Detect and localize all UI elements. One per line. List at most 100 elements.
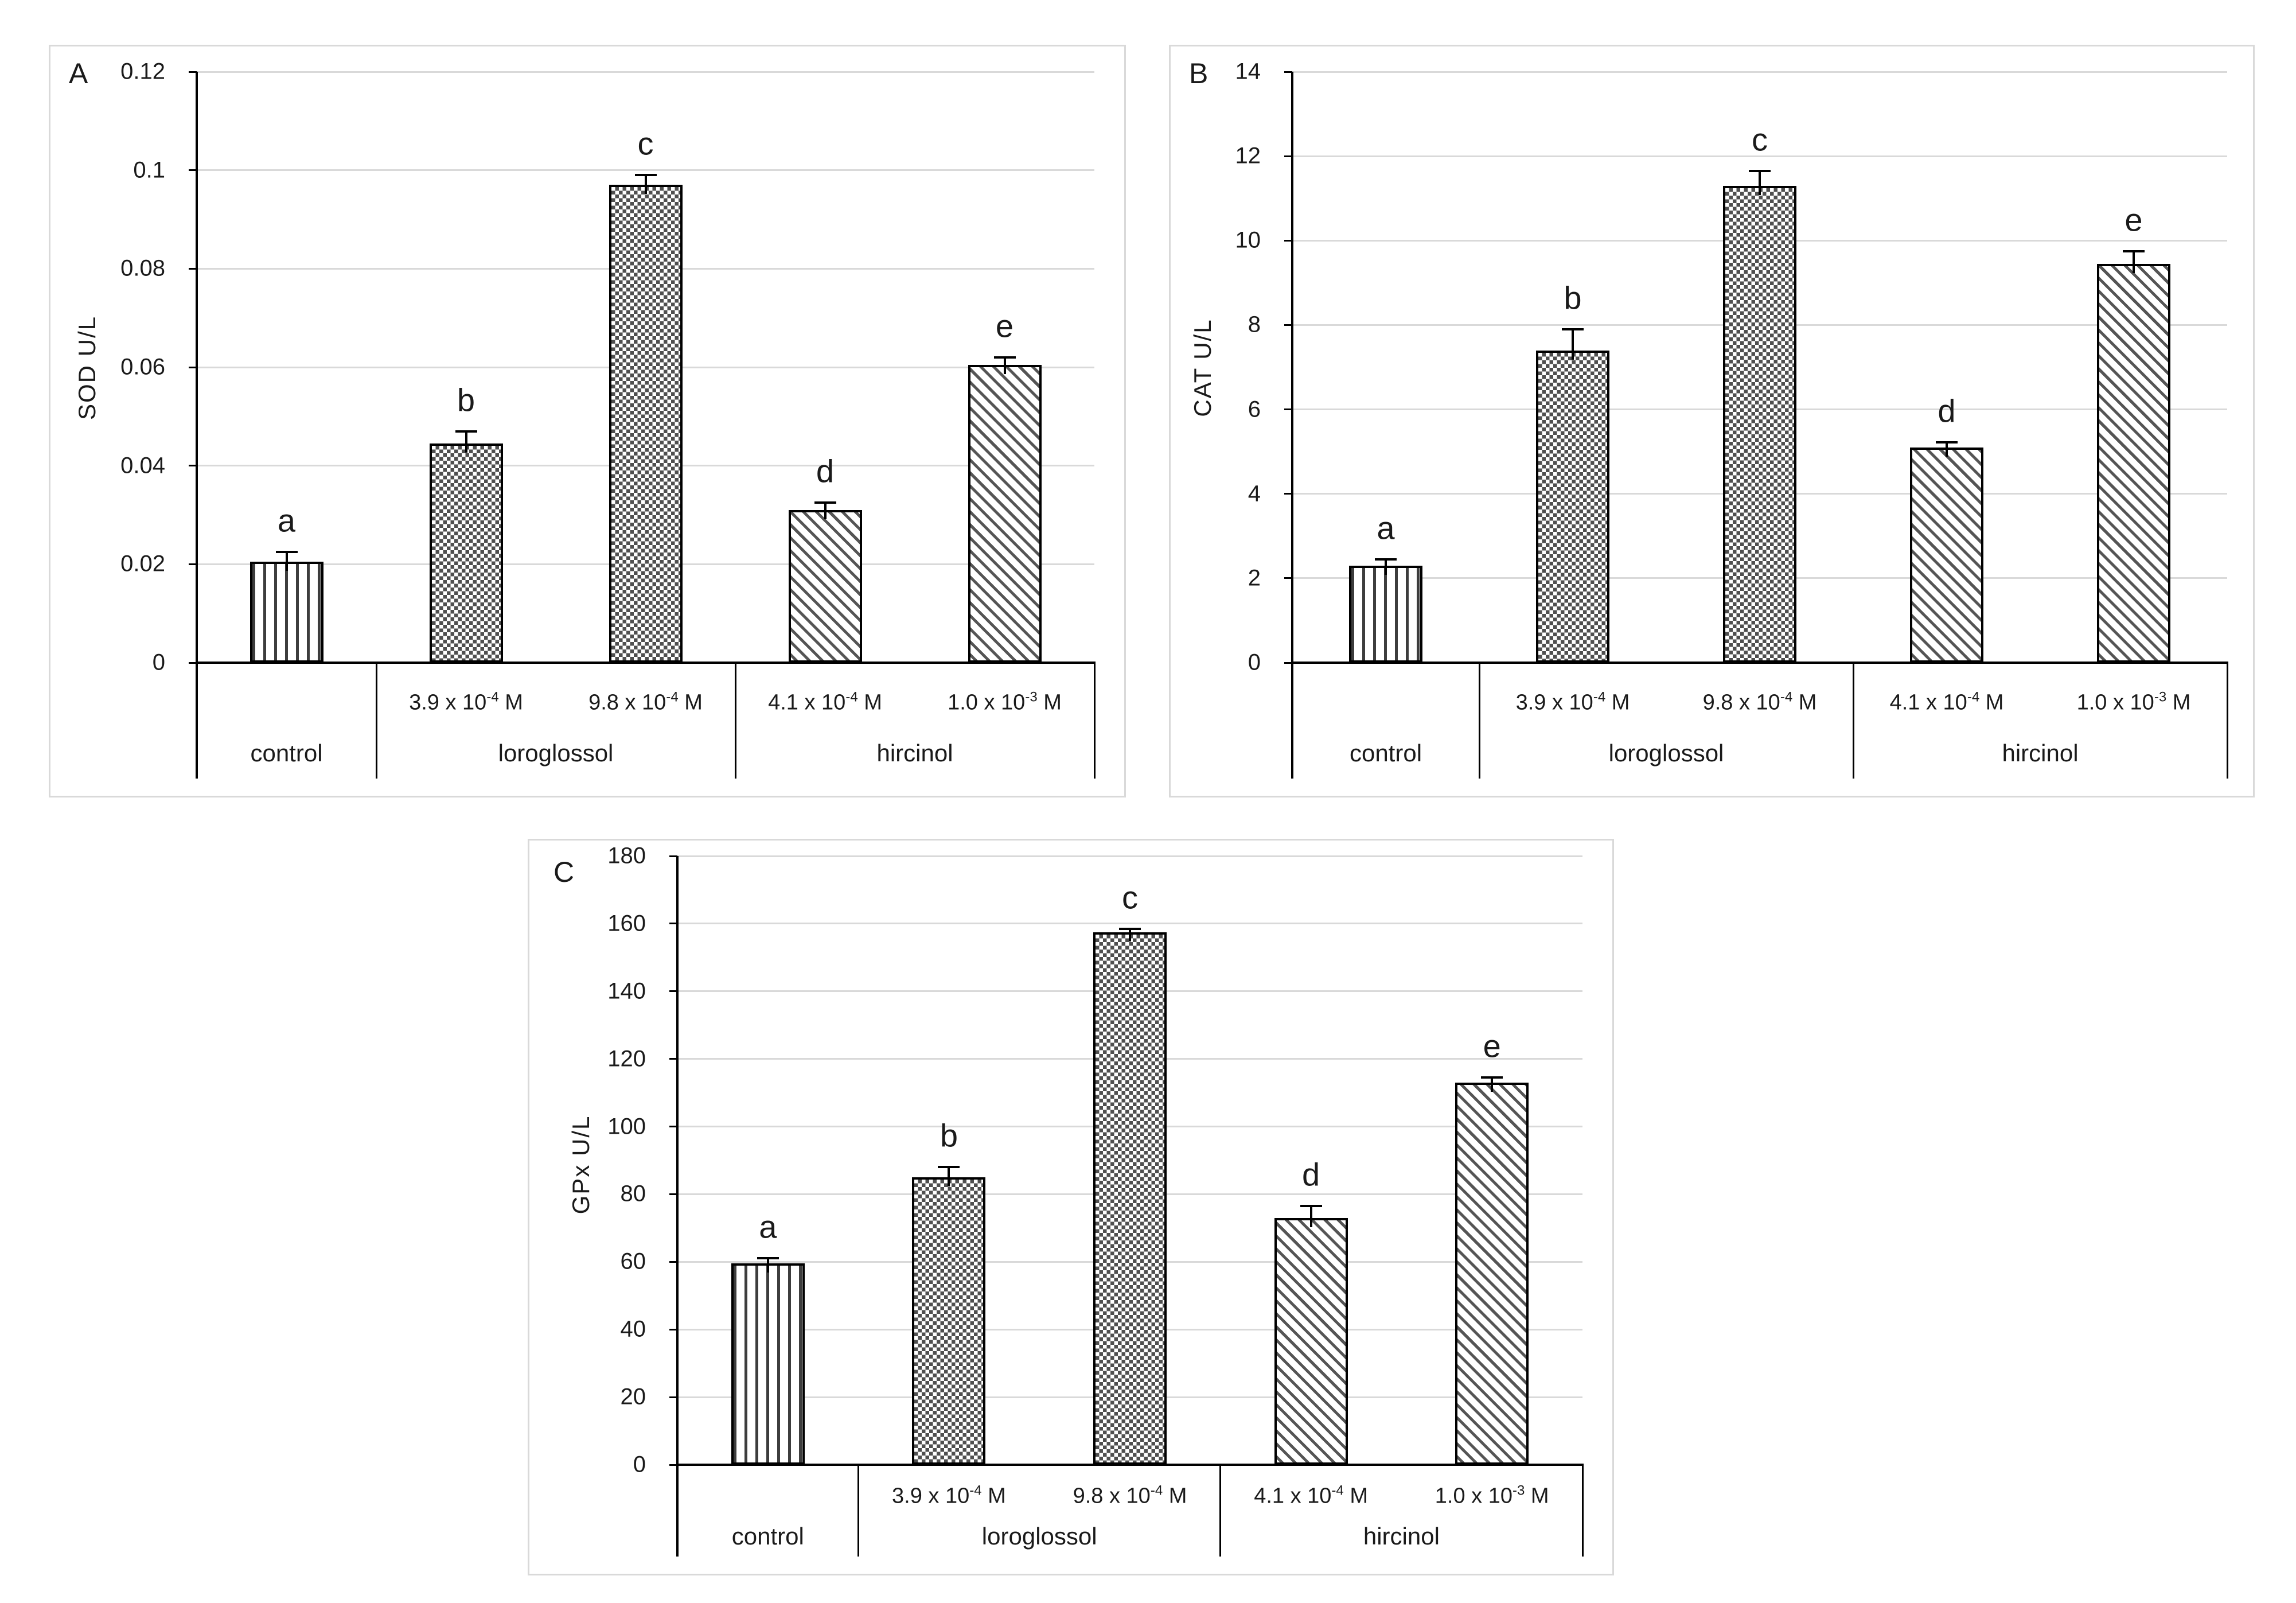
- y-tick-label: 0.06: [120, 354, 165, 380]
- y-axis-tickmark: [669, 855, 677, 857]
- x-axis-line: [197, 662, 1096, 664]
- concentration-label: 1.0 x 10-3 M: [948, 689, 1062, 714]
- concentration-exponent: -4: [845, 689, 858, 705]
- y-tick-label: 100: [607, 1114, 646, 1139]
- error-bar-cap: [757, 1257, 779, 1260]
- figure-panel-a: A SOD U/L 0.12 0.1 0.08 0.06 0.04 0.02 0 a b c d e 3…: [49, 45, 1126, 797]
- significance-letter: b: [1564, 279, 1582, 316]
- y-axis-tickmark: [1284, 577, 1292, 579]
- concentration-exponent: -4: [1331, 1483, 1344, 1499]
- group-label-control: control: [1349, 739, 1422, 767]
- y-tick-label: 60: [620, 1248, 646, 1274]
- significance-letter: d: [1302, 1156, 1320, 1193]
- error-bar-stem: [285, 551, 288, 571]
- y-tick-label: 0: [633, 1452, 646, 1477]
- concentration-label: 1.0 x 10-3 M: [1434, 1483, 1549, 1508]
- error-bar-stem: [1946, 442, 1948, 457]
- chart-b-plot-area: B CAT U/L 14 12 10 8 6 4 2 0 a b c d e 3.9 x 10-4 M 9.…: [1171, 46, 2253, 796]
- concentration-exponent: -3: [1513, 1483, 1525, 1499]
- error-bar-stem: [1309, 1206, 1312, 1227]
- concentration-label: 4.1 x 10-4 M: [1889, 689, 2004, 714]
- error-bar-stem: [1759, 170, 1761, 195]
- bar-9-8-x-10-4-m: [1723, 185, 1796, 663]
- y-tick-label: 20: [620, 1384, 646, 1410]
- y-axis-tickmark: [189, 563, 197, 565]
- bar-4-1-x-10-4-m: [1910, 447, 1983, 663]
- figure-panel-c: C GPx U/L 180 160 140 120 100 80 60 40 20 0 a b c d e 3…: [528, 839, 1614, 1575]
- y-axis-tickmark: [669, 1193, 677, 1195]
- error-bar-cap: [938, 1166, 960, 1169]
- panel-letter-b: B: [1189, 57, 1209, 90]
- y-axis-tickmark: [189, 169, 197, 172]
- concentration-exponent: -4: [1967, 689, 1980, 705]
- x-axis-line: [677, 1464, 1584, 1466]
- y-tick-label: 0.02: [120, 551, 165, 577]
- bar-control: [731, 1263, 805, 1465]
- error-bar-stem: [644, 175, 647, 194]
- error-bar-stem: [948, 1167, 950, 1186]
- y-axis-tickmark: [669, 923, 677, 925]
- concentration-exponent: -4: [1780, 689, 1793, 705]
- significance-letter: c: [1122, 879, 1138, 916]
- y-axis-tickmark: [669, 1058, 677, 1060]
- concentration-label: 3.9 x 10-4 M: [1515, 689, 1630, 714]
- error-bar-stem: [1572, 329, 1574, 360]
- x-axis-line: [1292, 662, 2228, 664]
- y-tick-label: 0.08: [120, 255, 165, 281]
- group-label-control: control: [731, 1522, 804, 1550]
- significance-letter: e: [995, 308, 1014, 344]
- y-axis-tickmark: [1284, 408, 1292, 411]
- error-bar-cap: [1749, 169, 1771, 172]
- error-bar-stem: [1491, 1077, 1494, 1092]
- gridline: [1292, 71, 2227, 73]
- y-tick-label: 0.04: [120, 453, 165, 478]
- y-tick-label: 180: [607, 843, 646, 869]
- y-axis-tickmark: [189, 662, 197, 664]
- chart-a-plot-area: A SOD U/L 0.12 0.1 0.08 0.06 0.04 0.02 0 a b c d e 3…: [50, 46, 1124, 796]
- error-bar-stem: [465, 431, 467, 453]
- error-bar-stem: [824, 503, 827, 519]
- concentration-label: 3.9 x 10-4 M: [892, 1483, 1006, 1508]
- y-axis-tickmark: [669, 990, 677, 993]
- significance-letter: e: [1483, 1028, 1501, 1064]
- error-bar-cap: [455, 430, 477, 433]
- panel-letter-c: C: [553, 856, 575, 888]
- y-tick-label: 8: [1248, 312, 1261, 337]
- y-tick-label: 0: [152, 649, 165, 675]
- y-axis-tickmark: [669, 1126, 677, 1128]
- significance-letter: c: [1752, 121, 1768, 158]
- error-bar-stem: [766, 1258, 769, 1273]
- y-tick-label: 4: [1248, 481, 1261, 507]
- category-divider: [1852, 663, 1854, 779]
- gridline: [1292, 155, 2227, 157]
- error-bar-stem: [2133, 251, 2135, 273]
- error-bar-cap: [1119, 927, 1141, 930]
- significance-letter: d: [1938, 392, 1956, 429]
- bar-3-9-x-10-4-m: [1536, 350, 1609, 663]
- significance-letter: e: [2125, 201, 2143, 238]
- error-bar-stem: [1129, 928, 1131, 941]
- significance-letter: d: [816, 453, 835, 489]
- y-axis-tickmark: [189, 366, 197, 368]
- concentration-exponent: -3: [1025, 689, 1038, 705]
- y-axis-tickmark: [1284, 324, 1292, 326]
- group-label-loroglossol: loroglossol: [498, 739, 614, 767]
- concentration-label: 9.8 x 10-4 M: [1073, 1483, 1187, 1508]
- error-bar-cap: [634, 174, 657, 177]
- bar-1-0-x-10-3-m: [968, 364, 1042, 663]
- y-tick-label: 0: [1248, 649, 1261, 675]
- bar-1-0-x-10-3-m: [2097, 263, 2170, 663]
- y-tick-label: 40: [620, 1316, 646, 1342]
- bar-1-0-x-10-3-m: [1455, 1082, 1529, 1465]
- concentration-label: 3.9 x 10-4 M: [409, 689, 523, 714]
- gridline: [197, 169, 1094, 172]
- error-bar-cap: [1300, 1205, 1322, 1208]
- bar-3-9-x-10-4-m: [912, 1177, 986, 1465]
- significance-letter: a: [277, 502, 296, 539]
- category-divider: [734, 663, 736, 779]
- error-bar-cap: [1375, 558, 1397, 561]
- bar-4-1-x-10-4-m: [788, 509, 862, 663]
- y-tick-label: 120: [607, 1046, 646, 1072]
- error-bar-cap: [2123, 250, 2145, 252]
